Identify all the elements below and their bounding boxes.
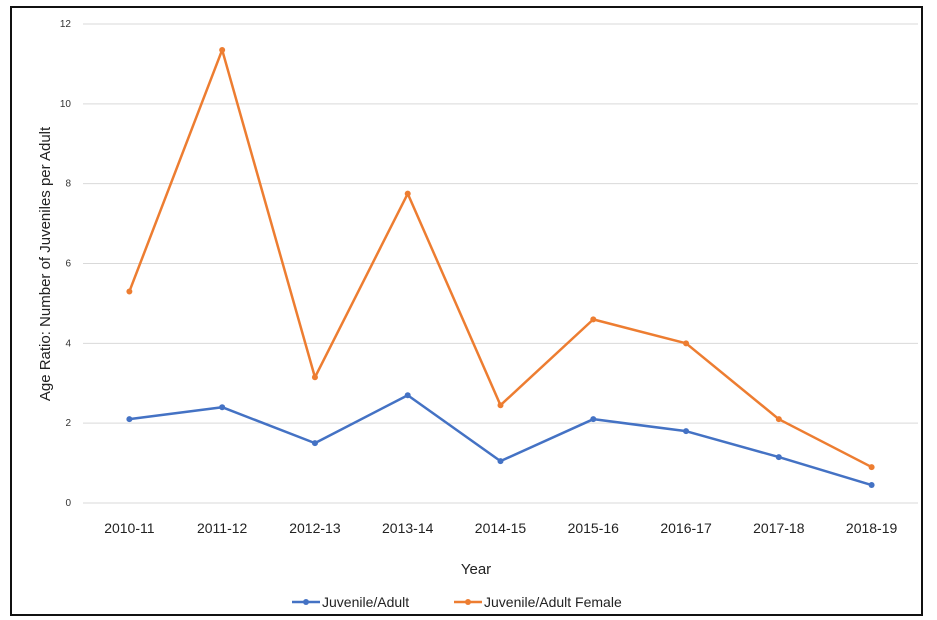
data-point xyxy=(126,288,133,295)
data-point xyxy=(590,416,597,423)
x-tick-label: 2010-11 xyxy=(104,520,155,536)
series-2 xyxy=(126,46,875,471)
data-point xyxy=(683,428,690,435)
series-line xyxy=(129,393,872,487)
data-point xyxy=(868,482,875,489)
legend-swatch-marker xyxy=(465,599,471,605)
x-tick-label: 2013-14 xyxy=(382,520,434,536)
y-tick-label: 0 xyxy=(65,498,71,509)
y-tick-labels: 0 2 4 6 8 10 12 xyxy=(60,19,72,509)
x-tick-label: 2011-12 xyxy=(197,520,248,536)
data-point xyxy=(126,416,133,423)
series-1 xyxy=(126,392,875,489)
y-tick-label: 4 xyxy=(65,338,71,349)
data-point xyxy=(590,316,597,323)
data-point xyxy=(497,458,504,465)
x-axis-title: Year xyxy=(461,561,491,578)
x-tick-labels: 2010-11 2011-12 2012-13 2013-14 2014-15 2015-… xyxy=(104,520,897,536)
data-point xyxy=(219,46,226,53)
data-point xyxy=(311,374,318,381)
data-point xyxy=(219,404,226,411)
legend: Juvenile/Adult Juvenile/Adult Female xyxy=(292,594,622,610)
x-tick-label: 2012-13 xyxy=(289,520,341,536)
chart-frame xyxy=(10,6,923,616)
x-tick-label: 2016-17 xyxy=(660,520,712,536)
data-point xyxy=(311,440,318,447)
x-tick-label: 2017-18 xyxy=(753,520,805,536)
legend-item: Juvenile/Adult xyxy=(292,594,409,610)
y-tick-label: 12 xyxy=(60,19,72,30)
legend-swatch-marker xyxy=(303,599,309,605)
gridlines xyxy=(83,23,918,504)
x-tick-label: 2018-19 xyxy=(846,520,898,536)
legend-label: Juvenile/Adult Female xyxy=(484,594,622,610)
y-tick-label: 10 xyxy=(60,99,72,110)
legend-item: Juvenile/Adult Female xyxy=(454,594,622,610)
y-tick-label: 6 xyxy=(65,259,71,270)
data-point xyxy=(497,402,504,409)
x-tick-label: 2014-15 xyxy=(475,520,527,536)
data-point xyxy=(683,340,690,347)
y-tick-label: 8 xyxy=(65,179,71,190)
x-tick-label: 2015-16 xyxy=(568,520,620,536)
series-lines xyxy=(126,46,875,489)
data-point xyxy=(775,416,782,423)
data-point xyxy=(775,454,782,461)
data-point xyxy=(868,464,875,471)
data-point xyxy=(404,190,411,197)
legend-label: Juvenile/Adult xyxy=(322,594,409,610)
y-tick-label: 2 xyxy=(65,418,71,429)
data-point xyxy=(404,392,411,399)
y-axis-title: Age Ratio: Number of Juveniles per Adult xyxy=(37,126,54,401)
